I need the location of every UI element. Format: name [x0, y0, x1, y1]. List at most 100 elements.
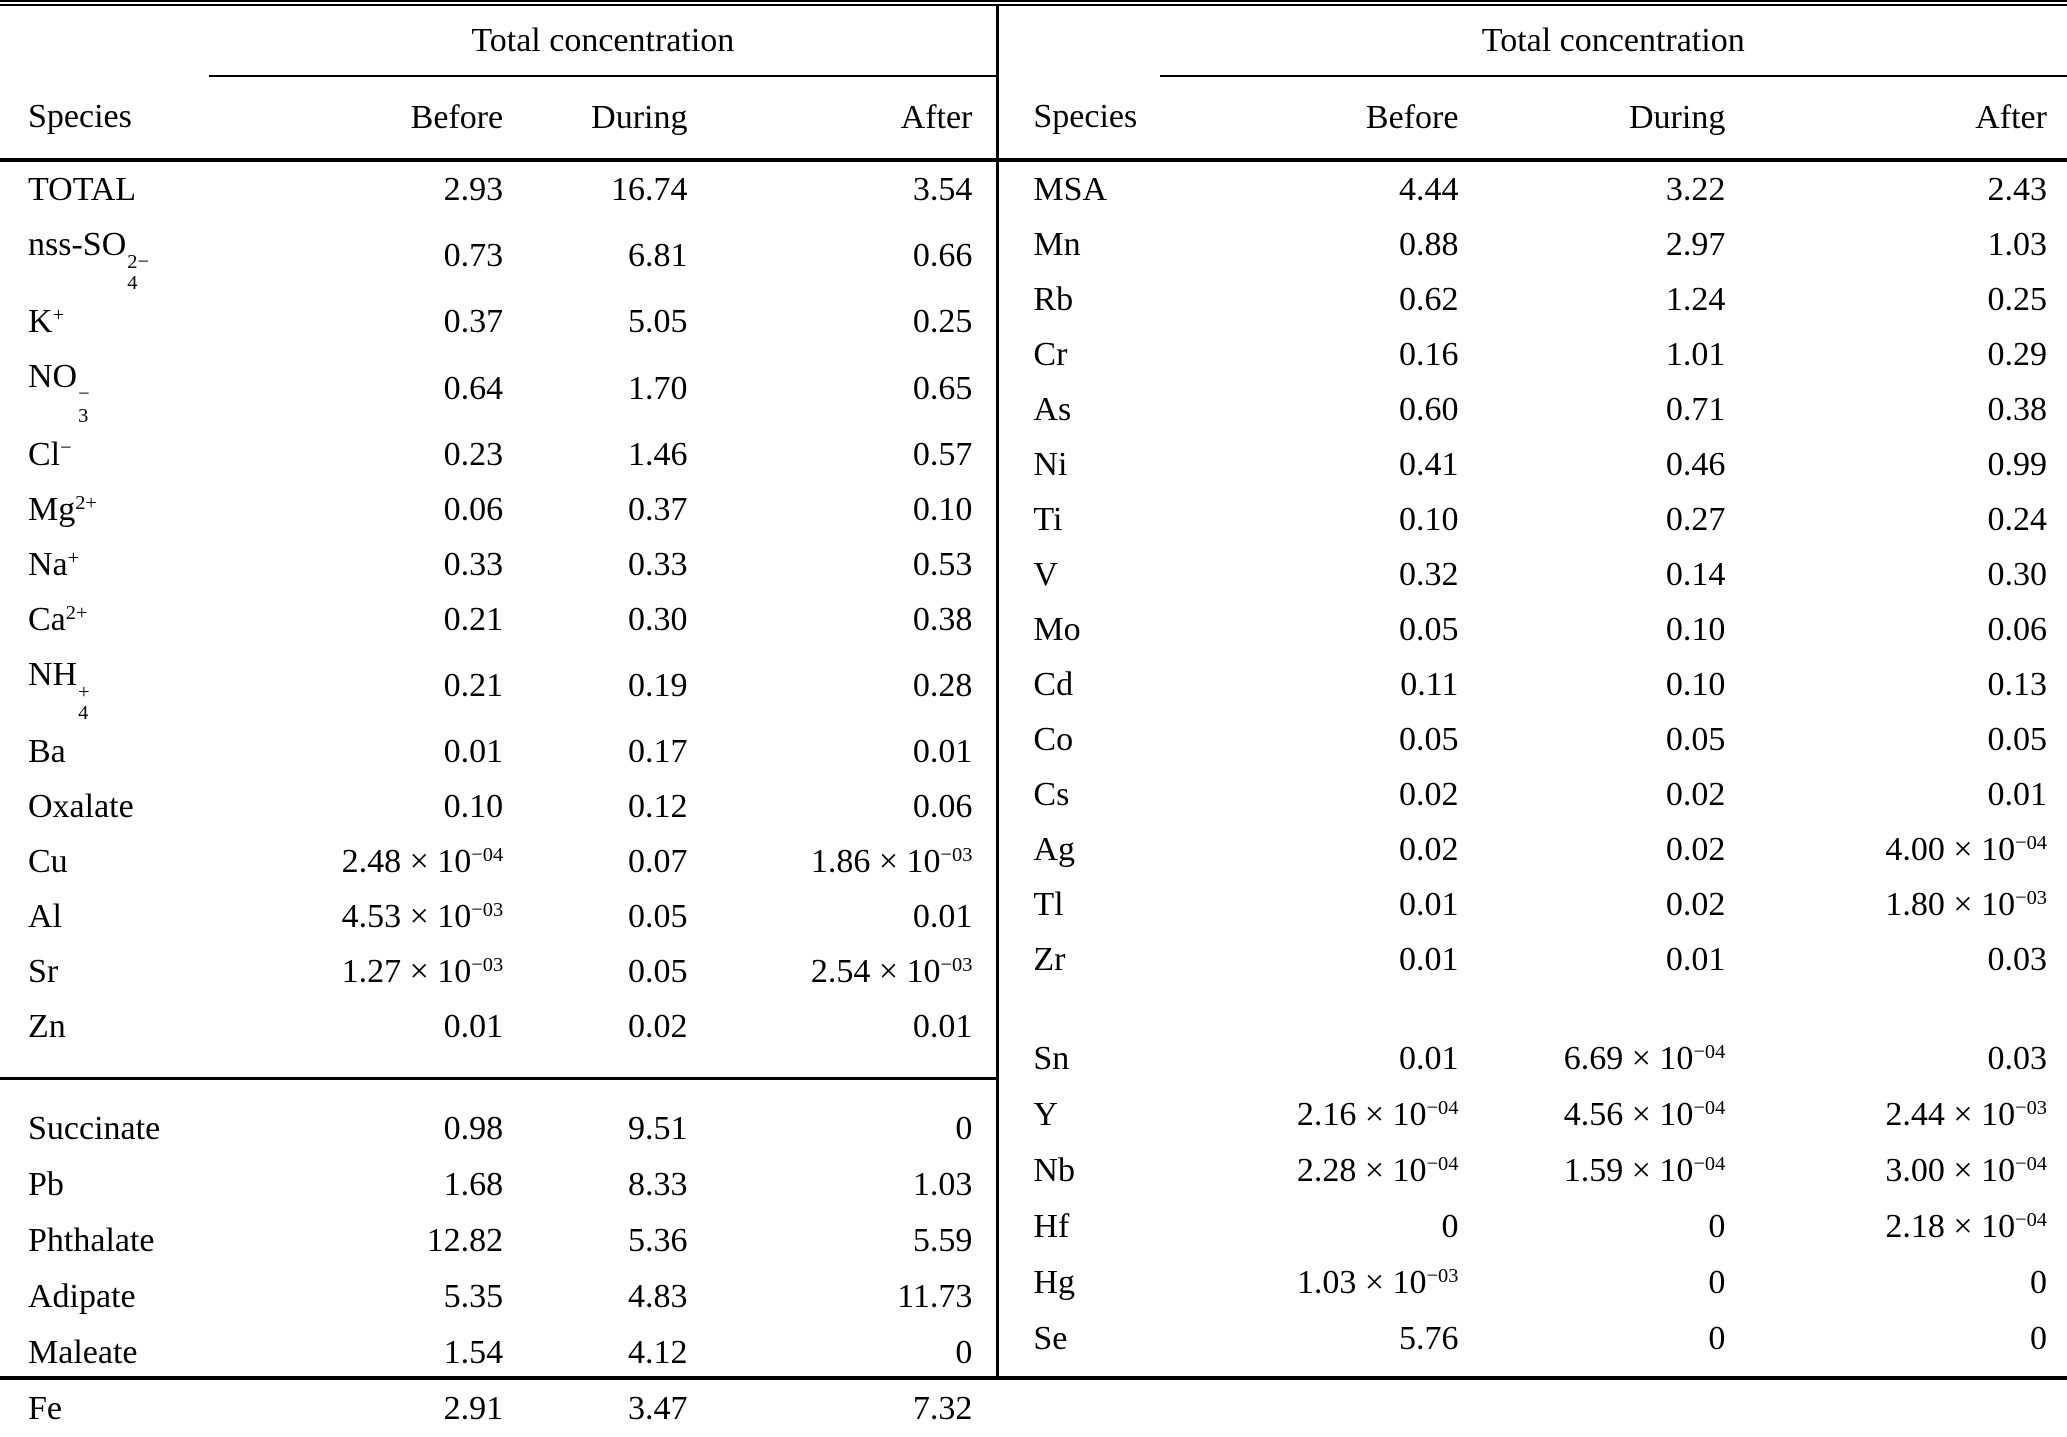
exponent: −04 — [2015, 1208, 2047, 1231]
empty-corner-cell — [0, 6, 209, 76]
table-row: Rb 0.62 1.24 0.25 — [999, 272, 2067, 327]
subscript: 3 — [78, 404, 89, 427]
species-cell: Cr — [1033, 336, 1068, 373]
before-value-cell: 0.01 — [1398, 1040, 1459, 1077]
table-row: Cd 0.11 0.10 0.13 — [999, 657, 2067, 712]
species-cell: Zr — [1033, 941, 1066, 978]
during-value-cell: 8.33 — [627, 1166, 688, 1204]
table-row: Mn 0.88 2.97 1.03 — [999, 217, 2067, 272]
during-value-cell: 4.83 — [627, 1278, 688, 1316]
before-value-cell: 0.88 — [1398, 226, 1459, 263]
after-value-cell: 2.44 × 10−03 — [1885, 1096, 2047, 1133]
after-value-cell: 0.53 — [912, 545, 973, 583]
after-value-cell: 0.99 — [1987, 446, 2047, 483]
table-row: NO −3 0.64 1.70 0.65 — [0, 349, 996, 426]
superscript: + — [67, 546, 80, 569]
species-cell: K+ — [28, 303, 65, 341]
before-value-cell: 0.10 — [1398, 501, 1459, 538]
before-value-cell: 0.05 — [1398, 611, 1459, 648]
after-value-cell: 4.00 × 10−04 — [1885, 831, 2047, 868]
table-row: V 0.32 0.14 0.30 — [999, 547, 2067, 602]
exponent: −04 — [1426, 1152, 1459, 1175]
table-row: Tl 0.01 0.02 1.80 × 10−03 — [999, 877, 2067, 932]
species-cell: Hf — [1033, 1208, 1070, 1245]
before-value-cell: 0.33 — [443, 545, 504, 583]
table-row: Co 0.05 0.05 0.05 — [999, 712, 2067, 767]
table-section-lower: Succinate 0.98 9.51 0 Pb 1.68 8.33 1.03 Phthalat… — [0, 1079, 996, 1437]
before-value-cell: 0.06 — [443, 490, 504, 528]
species-cell: nss-SO 2− 4 — [28, 226, 149, 295]
before-value-cell: 0.23 — [443, 435, 504, 473]
species-cell: Sn — [1033, 1040, 1070, 1077]
group-header-row: Total concentration — [999, 6, 2067, 77]
exponent: −04 — [1693, 1152, 1726, 1175]
after-value-cell: 1.03 — [1987, 226, 2047, 263]
species-cell: As — [1033, 391, 1072, 428]
before-value-cell: 0.05 — [1398, 721, 1459, 758]
table-row: Mo 0.05 0.10 0.06 — [999, 602, 2067, 657]
species-cell: Maleate — [28, 1334, 138, 1372]
table-row: Na+ 0.33 0.33 0.53 — [0, 537, 996, 592]
during-value-cell: 0.37 — [627, 490, 688, 528]
after-value-cell: 1.80 × 10−03 — [1885, 886, 2047, 923]
table-row: Adipate 5.35 4.83 11.73 — [0, 1269, 996, 1325]
during-value-cell: 0 — [1708, 1264, 1726, 1301]
column-header-after: After — [687, 76, 997, 162]
species-cell: Mn — [1033, 226, 1081, 263]
group-header: Total concentration — [209, 6, 997, 77]
species-cell: Y — [1033, 1096, 1058, 1133]
exponent: −04 — [2015, 1152, 2047, 1175]
species-cell: Mo — [1033, 611, 1081, 648]
during-value-cell: 0.02 — [503, 999, 688, 1081]
ion-charge-stack: −3 — [78, 383, 90, 427]
species-cell: Se — [1033, 1320, 1068, 1357]
during-value-cell: 5.05 — [627, 303, 688, 341]
species-cell: Ag — [1033, 831, 1075, 868]
after-value-cell: 2.43 — [1987, 171, 2047, 208]
species-cell: Adipate — [28, 1278, 136, 1316]
exponent: −03 — [940, 844, 973, 867]
species-cell: Ti — [1033, 501, 1063, 538]
superscript: 2+ — [75, 491, 97, 514]
superscript: − — [60, 436, 72, 459]
table-row: Cs 0.02 0.02 0.01 — [999, 767, 2067, 822]
table-row: Nb 2.28 × 10−04 1.59 × 10−04 3.00 × 10−04 — [999, 1143, 2067, 1199]
before-value-cell: 0 — [1441, 1208, 1459, 1245]
species-cell: V — [1033, 556, 1058, 593]
concentration-table-left: Total concentration Species Before Durin… — [0, 6, 997, 1437]
subscript: 4 — [78, 702, 89, 725]
after-value-cell: 11.73 — [897, 1278, 973, 1316]
ion-charge-stack: +4 — [78, 681, 90, 725]
column-header-during: During — [1458, 76, 1726, 162]
table-row: Cr 0.16 1.01 0.29 — [999, 327, 2067, 382]
after-value-cell: 0.05 — [1987, 721, 2047, 758]
table-row: MSA 4.44 3.22 2.43 — [999, 160, 2067, 217]
table-row: Cu 2.48 × 10−04 0.07 1.86 × 10−03 — [0, 834, 996, 889]
during-value-cell: 16.74 — [610, 171, 688, 208]
species-cell: MSA — [1033, 171, 1108, 208]
before-value-cell: 2.16 × 10−04 — [1296, 1096, 1459, 1133]
during-value-cell: 0.05 — [1665, 721, 1726, 758]
after-value-cell: 0.03 — [1987, 1040, 2047, 1077]
before-value-cell: 2.93 — [443, 171, 504, 208]
table-row: Maleate 1.54 4.12 0 — [0, 1325, 996, 1381]
during-value-cell: 0.10 — [1665, 666, 1726, 703]
during-value-cell: 0.05 — [627, 898, 688, 936]
table-row: Cl− 0.23 1.46 0.57 — [0, 427, 996, 482]
during-value-cell: 0.30 — [627, 600, 688, 638]
during-value-cell: 0.27 — [1665, 501, 1726, 538]
during-value-cell: 0.07 — [627, 843, 688, 881]
before-value-cell: 1.27 × 10−03 — [341, 953, 504, 991]
table-row: NH +4 0.21 0.19 0.28 — [0, 647, 996, 724]
table-row: Mg2+ 0.06 0.37 0.10 — [0, 482, 996, 537]
table-section-upper: TOTAL 2.93 16.74 3.54 nss-SO 2− 4 0.73 6.81 0.66 K… — [0, 160, 997, 1081]
exponent: −03 — [940, 954, 973, 977]
during-value-cell: 3.22 — [1665, 171, 1726, 208]
superscript: − — [78, 383, 90, 406]
during-value-cell: 1.70 — [627, 369, 688, 407]
table-row: Zr 0.01 0.01 0.03 — [999, 932, 2067, 1010]
during-value-cell: 0.02 — [1665, 831, 1726, 868]
before-value-cell: 0.73 — [443, 237, 504, 275]
before-value-cell: 0.02 — [1398, 831, 1459, 868]
table-row: Ag 0.02 0.02 4.00 × 10−04 — [999, 822, 2067, 877]
